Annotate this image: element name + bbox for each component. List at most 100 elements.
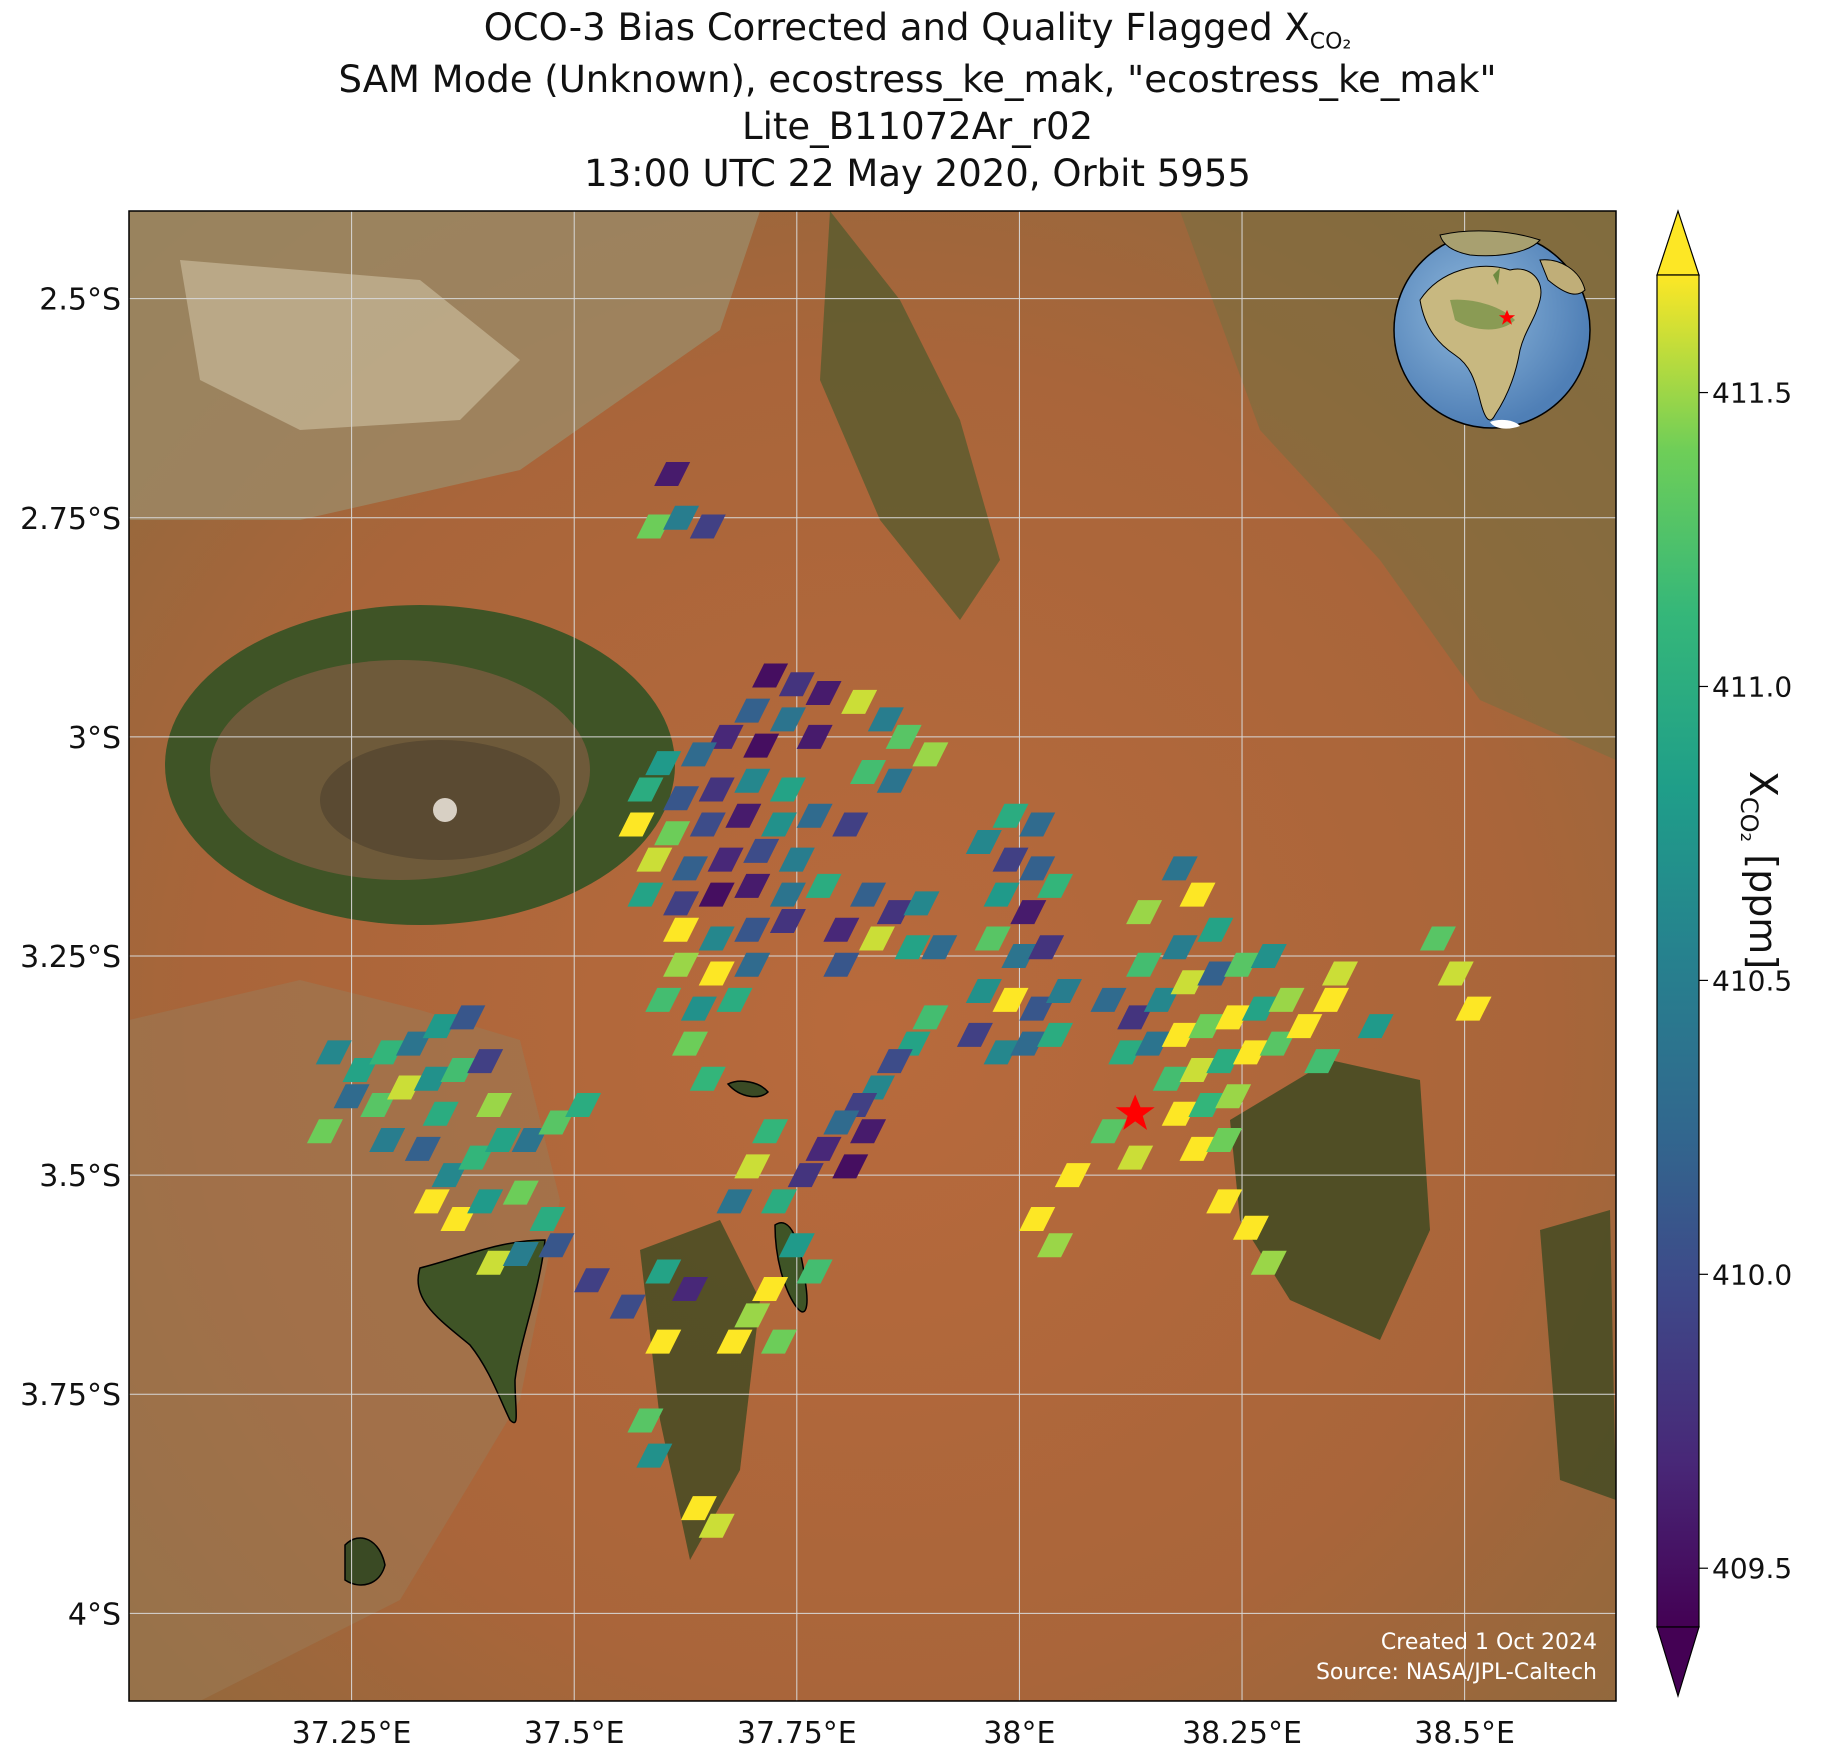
sounding-footprint [698, 1513, 735, 1538]
sounding-footprint [440, 1057, 477, 1082]
latitude-tick-labels: 2.5°S 2.75°S 3°S 3.25°S 3.5°S 3.75°S 4°S [20, 283, 121, 1633]
sounding-footprint [1019, 812, 1056, 837]
sounding-footprint [1126, 952, 1163, 977]
sounding-footprint [1419, 926, 1456, 951]
sounding-footprint [832, 812, 869, 837]
lat-tick-label: 2.5°S [39, 283, 121, 318]
sounding-footprint [796, 803, 833, 828]
sounding-footprint [734, 952, 771, 977]
sounding-footprint [867, 707, 904, 732]
sounding-footprint [769, 882, 806, 907]
sounding-footprint [965, 830, 1002, 855]
sounding-footprint [850, 759, 887, 784]
sounding-footprint [752, 663, 789, 688]
sounding-footprint [1019, 856, 1056, 881]
sounding-footprint [1108, 1040, 1145, 1065]
lat-tick-label: 3.25°S [20, 940, 121, 975]
lake-small-outline [726, 1080, 770, 1098]
sounding-footprint [1001, 944, 1038, 968]
sounding-footprint [823, 1110, 860, 1135]
sounding-footprint [876, 1049, 913, 1074]
sounding-footprint [467, 1189, 504, 1214]
sounding-footprint [761, 1329, 798, 1354]
sounding-footprint [805, 681, 842, 706]
colorbar: 409.5 410.0 410.5 411.0 411.5 [1656, 209, 1792, 1699]
lake-jipe-outline [417, 1239, 546, 1424]
lon-tick-label: 38.25°E [1182, 1716, 1302, 1748]
title-line4: 13:00 UTC 22 May 2020, Orbit 5955 [584, 152, 1251, 195]
sounding-footprint [636, 1443, 673, 1468]
colorbar-gradient [1656, 274, 1700, 1628]
colorbar-ticks: 409.5 410.0 410.5 411.0 411.5 [1699, 377, 1792, 1585]
sounding-footprint [1197, 961, 1234, 986]
lon-tick-label: 38°E [983, 1716, 1055, 1748]
sounding-footprint [502, 1180, 539, 1205]
sounding-footprint [645, 1329, 682, 1354]
sounding-footprint [627, 882, 664, 907]
sounding-footprint [1170, 970, 1207, 995]
chart-title: OCO-3 Bias Corrected and Quality Flagged… [0, 8, 1835, 62]
sounding-footprint [1313, 987, 1350, 1012]
sounding-footprint [315, 1040, 352, 1065]
colorbar-label-suffix: [ppm] [1740, 842, 1785, 970]
sounding-footprint [778, 1233, 815, 1258]
sounding-footprint [1206, 1049, 1243, 1074]
sounding-footprint [992, 847, 1029, 872]
sounding-footprint [734, 917, 771, 942]
sounding-footprint [369, 1040, 406, 1065]
sounding-footprint [850, 882, 887, 907]
title-line1-subscript: CO₂ [1309, 29, 1352, 55]
sounding-footprint [734, 698, 771, 723]
colorbar-tick-label: 410.0 [1712, 1258, 1792, 1291]
sounding-footprint [921, 935, 958, 960]
sounding-footprint [574, 1268, 611, 1293]
sounding-footprint [1197, 917, 1234, 942]
colorbar-tick-label: 411.0 [1712, 670, 1792, 703]
target-star-icon [1115, 1094, 1155, 1131]
sounding-footprint [538, 1233, 575, 1258]
sounding-footprint [1161, 1101, 1198, 1126]
sounding-footprint [725, 803, 762, 828]
sounding-footprint [645, 751, 682, 776]
sounding-footprint [1019, 1206, 1056, 1231]
sounding-footprint [1455, 996, 1492, 1021]
sounding-footprint [1179, 1057, 1216, 1082]
sounding-footprint [422, 1014, 459, 1039]
sounding-footprint [983, 1040, 1020, 1065]
sounding-footprint [1232, 1040, 1269, 1065]
sounding-footprint [716, 1329, 753, 1354]
lat-tick-label: 3°S [68, 721, 121, 756]
sounding-footprint [841, 689, 878, 714]
sounding-footprint [1241, 996, 1278, 1021]
lake-chala-outline [774, 1222, 808, 1313]
sounding-footprint [529, 1206, 566, 1231]
colorbar-max-extension [1656, 209, 1700, 276]
sounding-footprint [663, 786, 700, 811]
lat-tick-label: 4°S [68, 1597, 121, 1632]
colorbar-label-subscript: CO₂ [1735, 796, 1764, 843]
map-frame [128, 210, 1617, 1702]
lake-south-outline [344, 1537, 386, 1586]
sounding-footprint [1286, 1014, 1323, 1039]
sounding-footprint [1179, 1136, 1216, 1161]
sounding-footprint [627, 777, 664, 802]
sounding-footprint [680, 1496, 717, 1521]
sounding-footprint [413, 1189, 450, 1214]
sounding-footprint [1206, 1189, 1243, 1214]
sounding-footprint [1152, 1066, 1189, 1091]
sounding-footprint [778, 847, 815, 872]
sounding-footprint [369, 1128, 406, 1153]
sounding-footprint [1090, 987, 1127, 1012]
sounding-footprint [769, 777, 806, 802]
sounding-footprint [992, 803, 1029, 828]
sounding-footprint [476, 1093, 513, 1117]
sounding-footprint [796, 1259, 833, 1284]
sounding-footprint [618, 812, 655, 837]
sounding-footprint [876, 900, 913, 925]
sounding-footprint [1188, 1093, 1225, 1117]
sounding-footprint [1028, 935, 1065, 960]
sounding-footprint [1054, 1163, 1091, 1188]
sounding-footprint [912, 742, 949, 767]
satellite-basemap [129, 211, 1616, 1701]
